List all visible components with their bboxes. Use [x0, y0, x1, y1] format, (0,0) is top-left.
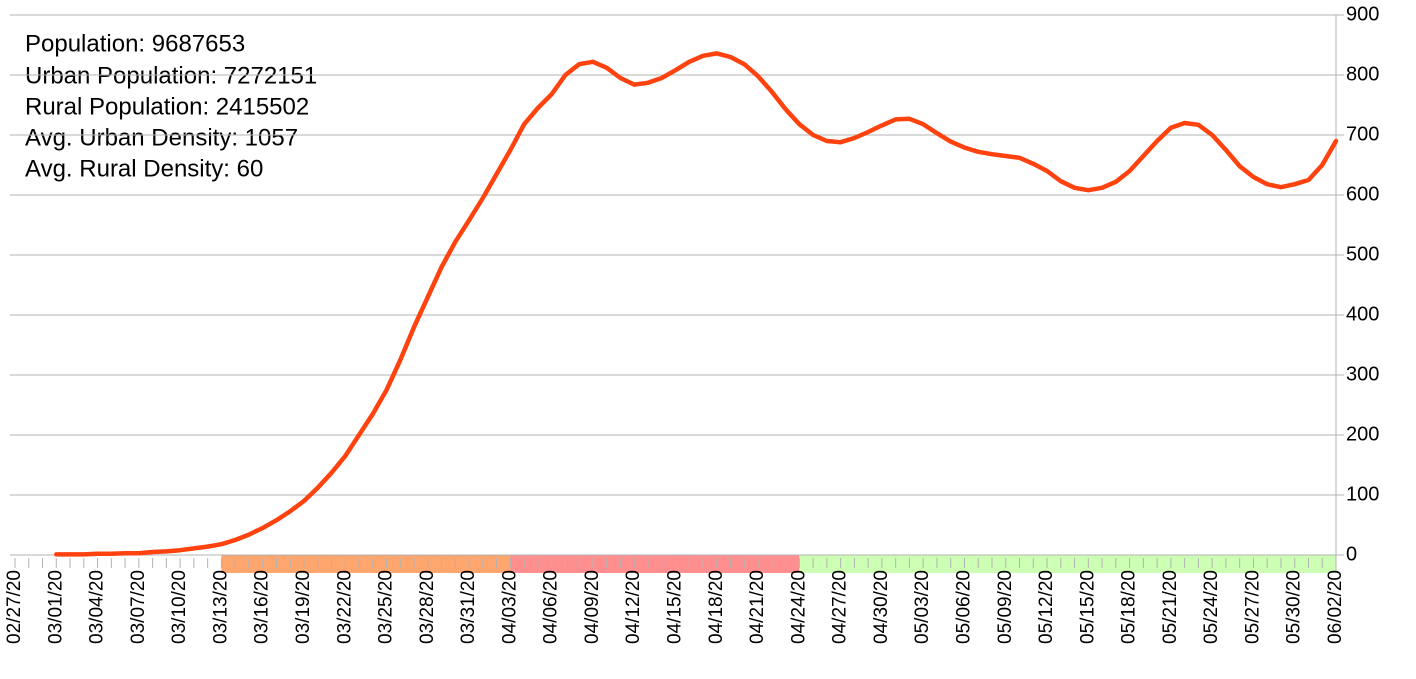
x-tick-label: 03/22/20 — [334, 570, 355, 644]
x-tick-label: 05/12/20 — [1036, 570, 1057, 644]
x-tick-label: 05/21/20 — [1160, 570, 1181, 644]
x-tick-label: 03/10/20 — [169, 570, 190, 644]
annotation: Population: 9687653 — [25, 30, 245, 57]
x-tick-label: 05/15/20 — [1077, 570, 1098, 644]
x-tick-label: 04/09/20 — [582, 570, 603, 644]
annotation: Avg. Rural Density: 60 — [25, 155, 263, 182]
x-tick-label: 05/09/20 — [995, 570, 1016, 644]
x-tick-label: 03/19/20 — [293, 570, 314, 644]
x-tick-label: 05/24/20 — [1201, 570, 1222, 644]
x-tick-label: 03/01/20 — [45, 570, 66, 644]
y-tick-label: 0 — [1346, 543, 1357, 565]
x-tick-label: 05/03/20 — [912, 570, 933, 644]
annotation: Rural Population: 2415502 — [25, 93, 309, 120]
x-tick-label: 04/06/20 — [541, 570, 562, 644]
x-tick-label: 05/27/20 — [1242, 570, 1263, 644]
x-tick-label: 03/13/20 — [210, 570, 231, 644]
x-tick-label: 06/02/20 — [1325, 570, 1346, 644]
x-tick-label: 03/31/20 — [458, 570, 479, 644]
period-band — [221, 555, 511, 573]
x-tick-label: 03/16/20 — [252, 570, 273, 644]
y-tick-label: 100 — [1346, 483, 1379, 505]
x-tick-label: 04/12/20 — [623, 570, 644, 644]
x-tick-label: 03/04/20 — [87, 570, 108, 644]
x-tick-label: 04/30/20 — [871, 570, 892, 644]
x-tick-label: 05/06/20 — [953, 570, 974, 644]
period-band — [799, 555, 1336, 573]
y-tick-label: 600 — [1346, 183, 1379, 205]
line — [54, 51, 1339, 557]
y-tick-label: 400 — [1346, 303, 1379, 325]
annotation: Avg. Urban Density: 1057 — [25, 124, 298, 151]
annotation: Urban Population: 7272151 — [25, 62, 317, 89]
x-tick-label: 03/28/20 — [417, 570, 438, 644]
x-tick-label: 04/27/20 — [830, 570, 851, 644]
period-band — [510, 555, 800, 573]
plot: 0 100 200 300 400 500 600 700 800 900 02/27/20 03/0… — [4, 3, 1379, 644]
x-tick-label: 03/25/20 — [376, 570, 397, 644]
y-tick-label: 800 — [1346, 63, 1379, 85]
y-tick-label: 500 — [1346, 243, 1379, 265]
x-tick-label: 05/30/20 — [1284, 570, 1305, 644]
x-tick-label: 04/18/20 — [706, 570, 727, 644]
y-tick-label: 700 — [1346, 123, 1379, 145]
y-tick-label: 200 — [1346, 423, 1379, 445]
y-tick-label: 300 — [1346, 363, 1379, 385]
x-tick-label: 04/21/20 — [747, 570, 768, 644]
x-tick-label: 04/24/20 — [788, 570, 809, 644]
y-tick-label: 900 — [1346, 3, 1379, 25]
x-tick-label: 02/27/20 — [4, 570, 25, 644]
x-tick-label: 03/07/20 — [128, 570, 149, 644]
x-tick-label: 05/18/20 — [1119, 570, 1140, 644]
x-tick-label: 04/03/20 — [499, 570, 520, 644]
x-tick-label: 04/15/20 — [665, 570, 686, 644]
